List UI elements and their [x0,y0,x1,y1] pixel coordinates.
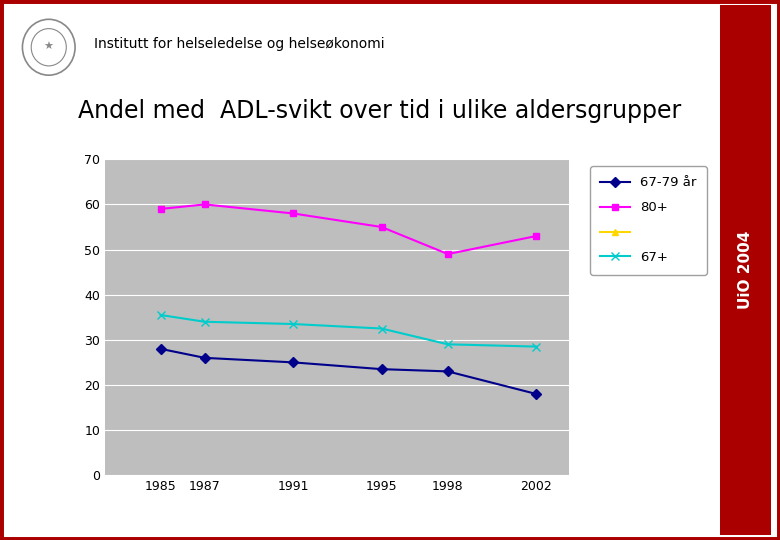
Text: Institutt for helseledelse og helseøkonomi: Institutt for helseledelse og helseøkono… [94,37,385,51]
Text: ★: ★ [44,42,54,52]
Legend: 67-79 år, 80+, , 67+: 67-79 år, 80+, , 67+ [590,166,707,275]
Text: Andel med  ADL-svikt over tid i ulike aldersgrupper: Andel med ADL-svikt over tid i ulike ald… [78,99,681,123]
Text: UiO 2004: UiO 2004 [738,231,753,309]
